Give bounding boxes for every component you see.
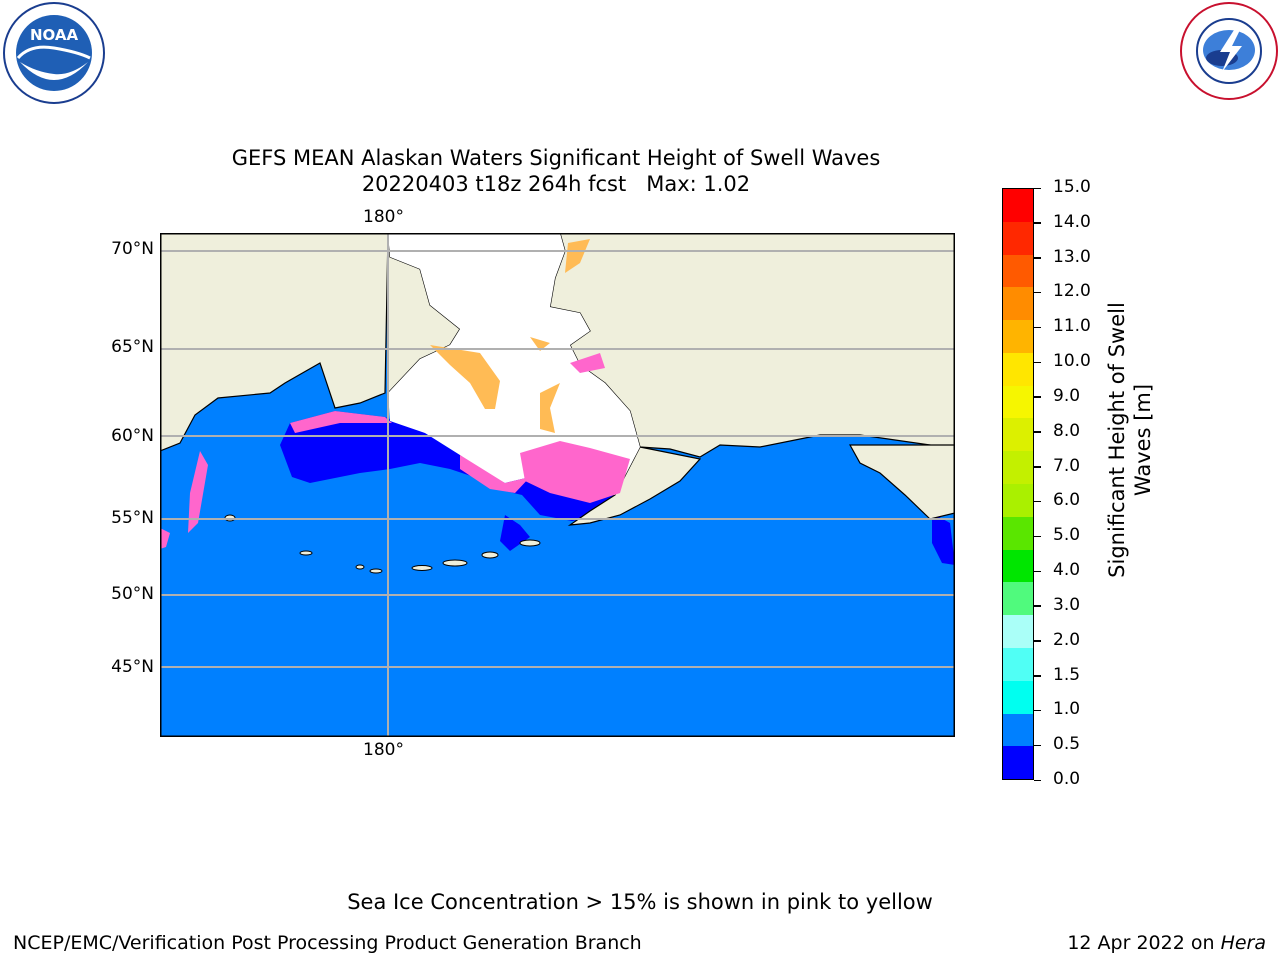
colorbar-label-line1: Significant Height of Swell <box>1105 302 1129 578</box>
sea-ice-note: Sea Ice Concentration > 15% is shown in … <box>347 890 933 914</box>
colorbar-tick-label: 5.0 <box>1053 525 1081 546</box>
ice-edge-orange-3 <box>565 239 590 273</box>
colorbar-tick-label: 15.0 <box>1053 177 1091 197</box>
colorbar-cell <box>1003 320 1033 353</box>
colorbar-tick-label: 11.0 <box>1053 316 1091 337</box>
colorbar-tick-mark <box>1034 570 1041 573</box>
footer-host: Hera <box>1220 932 1266 954</box>
colorbar-cell <box>1003 451 1033 485</box>
ice-edge-pink-2 <box>460 455 530 493</box>
colorbar-cell <box>1003 484 1033 517</box>
colorbar-tick-mark <box>1034 291 1041 294</box>
colorbar-tick-mark <box>1034 222 1041 224</box>
colorbar-tick-label: 1.5 <box>1053 664 1081 685</box>
lat-label-60n: 60°N <box>111 426 154 446</box>
colorbar-cell <box>1003 549 1033 583</box>
colorbar-tick-mark <box>1034 640 1041 642</box>
colorbar-label-line2: Waves [m] <box>1131 383 1155 497</box>
colorbar-tick-label: 0.0 <box>1053 769 1081 789</box>
colorbar-cell <box>1003 516 1033 550</box>
ice-edge-pink-3 <box>520 441 630 503</box>
nws-logo <box>1178 0 1280 102</box>
low-swell-area-3 <box>932 513 955 565</box>
colorbar-cell <box>1003 647 1033 681</box>
colorbar-tick-mark <box>1034 535 1041 538</box>
lat-label-50n: 50°N <box>111 584 154 604</box>
colorbar-tick-label: 1.0 <box>1053 699 1081 720</box>
colorbar-tick-label: 13.0 <box>1053 246 1091 267</box>
colorbar-cell <box>1003 582 1033 616</box>
ice-edge-orange-2 <box>430 345 500 409</box>
sea-ice-area <box>388 233 640 495</box>
colorbar-tick-label: 8.0 <box>1053 420 1081 441</box>
map-panel <box>160 233 955 737</box>
colorbar-cell <box>1003 615 1033 648</box>
colorbar-tick-mark <box>1034 500 1041 503</box>
colorbar-tick-label: 14.0 <box>1053 211 1091 232</box>
footer-right: 12 Apr 2022 on Hera <box>1067 932 1266 954</box>
colorbar-tick-label: 3.0 <box>1053 594 1081 615</box>
colorbar-tick-mark <box>1034 466 1041 468</box>
noaa-logo: NOAA <box>0 0 108 108</box>
colorbar-cell <box>1003 746 1033 780</box>
ice-edge-pink-4 <box>570 353 605 373</box>
colorbar-tick-mark <box>1034 187 1041 189</box>
footer-left: NCEP/EMC/Verification Post Processing Pr… <box>13 932 642 954</box>
colorbar-tick-mark <box>1034 361 1041 364</box>
colorbar-cell <box>1003 352 1033 386</box>
ice-edge-pink-1 <box>290 411 392 433</box>
colorbar-cell <box>1003 713 1033 747</box>
colorbar-cell <box>1003 254 1033 288</box>
lon-label-top: 180° <box>363 207 404 227</box>
colorbar-tick-mark <box>1034 257 1041 259</box>
colorbar-tick-label: 9.0 <box>1053 385 1081 406</box>
ice-edge-pink-5 <box>188 451 208 533</box>
colorbar-tick-label: 7.0 <box>1053 455 1081 476</box>
footer-date: 12 Apr 2022 on <box>1067 932 1221 954</box>
noaa-logo-text: NOAA <box>30 26 79 44</box>
colorbar-tick-mark <box>1034 605 1041 607</box>
colorbar-tick-label: 12.0 <box>1053 281 1091 302</box>
ice-edge-orange-1 <box>540 383 560 433</box>
lat-label-65n: 65°N <box>111 337 154 357</box>
colorbar-tick-mark <box>1034 326 1041 329</box>
lat-label-45n: 45°N <box>111 657 154 677</box>
lat-label-70n: 70°N <box>111 239 154 259</box>
colorbar-cell <box>1003 418 1033 452</box>
colorbar-cell <box>1003 221 1033 255</box>
colorbar-tick-label: 2.0 <box>1053 629 1081 650</box>
colorbar-tick-label: 10.0 <box>1053 351 1091 372</box>
colorbar-tick-label: 4.0 <box>1053 560 1081 581</box>
colorbar <box>1002 188 1034 780</box>
colorbar-cell <box>1003 287 1033 321</box>
gridlines <box>160 233 955 737</box>
colorbar-tick-mark <box>1034 396 1041 398</box>
map-frame <box>160 233 955 737</box>
colorbar-tick-mark <box>1034 675 1041 677</box>
colorbar-tick-mark <box>1034 709 1041 712</box>
land-panhandle <box>848 444 955 520</box>
colorbar-tick-mark <box>1034 431 1041 433</box>
title-line1: GEFS MEAN Alaskan Waters Significant Hei… <box>231 146 881 170</box>
colorbar-tick-mark <box>1034 744 1041 747</box>
ice-edge-orange-4 <box>530 337 550 351</box>
ice-edge-pink-6 <box>160 528 170 549</box>
colorbar-tick-label: 0.5 <box>1053 734 1081 755</box>
title-line2: 20220403 t18z 264h fcst Max: 1.02 <box>361 172 751 196</box>
colorbar-cell <box>1003 385 1033 419</box>
colorbar-tick-label: 6.0 <box>1053 490 1081 511</box>
colorbar-cell <box>1003 189 1033 222</box>
lon-label-bottom: 180° <box>363 740 404 760</box>
colorbar-tick-mark <box>1034 779 1041 781</box>
colorbar-cell <box>1003 680 1033 714</box>
chart-title: GEFS MEAN Alaskan Waters Significant Hei… <box>0 145 1112 197</box>
lat-label-55n: 55°N <box>111 508 154 528</box>
land-siberia <box>160 233 389 452</box>
